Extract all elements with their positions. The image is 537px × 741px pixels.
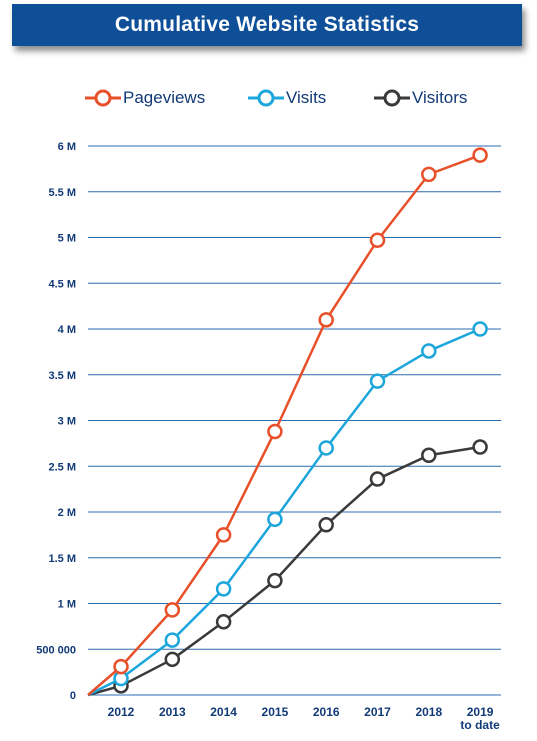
x-tick-label: 2014 bbox=[210, 705, 237, 719]
x-tick-label: 2012 bbox=[108, 705, 135, 719]
data-point-visits bbox=[472, 321, 488, 337]
y-tick-label: 0 bbox=[70, 690, 76, 702]
legend-label-visits: Visits bbox=[286, 88, 327, 107]
x-tick-label: 2018 bbox=[415, 705, 442, 719]
x-tick-label: 2017 bbox=[364, 705, 391, 719]
title-banner: Cumulative Website Statistics bbox=[12, 4, 522, 46]
y-tick-label: 1 M bbox=[58, 599, 76, 611]
data-point-visitors bbox=[369, 471, 386, 487]
legend-label-pageviews: Pageviews bbox=[123, 88, 206, 107]
legend-item-pageviews: Pageviews bbox=[85, 85, 205, 111]
y-tick-label: 1.5 M bbox=[48, 553, 76, 565]
data-point-visitors bbox=[472, 439, 488, 455]
y-tick-label: 4 M bbox=[58, 324, 76, 336]
data-point-visits bbox=[215, 581, 232, 597]
data-point-pageviews bbox=[164, 602, 181, 618]
y-tick-label: 3.5 M bbox=[48, 370, 76, 382]
legend-label-visitors: Visitors bbox=[412, 88, 468, 107]
data-point-pageviews bbox=[113, 658, 129, 675]
series-line-pageviews bbox=[87, 153, 481, 696]
data-point-visits bbox=[164, 632, 181, 648]
y-tick-label: 3 M bbox=[58, 416, 76, 428]
data-point-visits bbox=[421, 343, 437, 359]
y-tick-label: 5 M bbox=[58, 233, 76, 245]
y-tick-label: 500 000 bbox=[36, 644, 76, 656]
legend-item-visits: Visits bbox=[248, 85, 326, 111]
data-point-visits bbox=[318, 440, 334, 456]
data-point-visits bbox=[267, 511, 283, 528]
legend: Pageviews Visits Visitors bbox=[0, 85, 537, 111]
data-point-pageviews bbox=[369, 232, 386, 248]
data-point-visits bbox=[369, 373, 386, 389]
chart-title: Cumulative Website Statistics bbox=[114, 13, 420, 36]
data-point-pageviews bbox=[318, 312, 334, 328]
legend-item-visitors: Visitors bbox=[374, 85, 467, 111]
data-point-pageviews bbox=[215, 527, 232, 543]
y-tick-label: 2.5 M bbox=[48, 461, 76, 473]
data-point-visitors bbox=[421, 447, 437, 464]
data-point-visitors bbox=[164, 651, 181, 668]
data-point-pageviews bbox=[267, 423, 283, 440]
legend-marker-visitors bbox=[374, 89, 410, 107]
y-tick-label: 2 M bbox=[58, 507, 76, 519]
y-tick-label: 4.5 M bbox=[48, 278, 76, 290]
x-tick-label: to date bbox=[460, 718, 500, 732]
legend-marker-pageviews bbox=[85, 89, 121, 107]
data-point-pageviews bbox=[472, 147, 488, 163]
data-point-pageviews bbox=[421, 166, 437, 183]
x-tick-label: 2013 bbox=[159, 705, 186, 719]
y-tick-label: 5.5 M bbox=[48, 187, 76, 199]
x-tick-label: 2016 bbox=[313, 705, 340, 719]
data-point-visitors bbox=[215, 614, 232, 630]
data-point-visitors bbox=[318, 517, 334, 533]
x-tick-label: 2019 bbox=[467, 705, 494, 719]
legend-marker-visits bbox=[248, 89, 284, 107]
data-point-visitors bbox=[267, 572, 283, 589]
x-tick-label: 2015 bbox=[262, 705, 289, 719]
y-tick-label: 6 M bbox=[58, 141, 76, 153]
